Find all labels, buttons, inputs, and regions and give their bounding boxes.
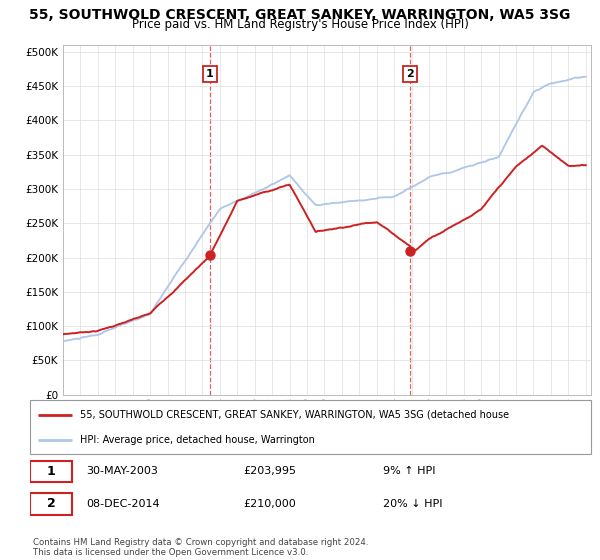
Text: 08-DEC-2014: 08-DEC-2014 [86, 499, 160, 509]
FancyBboxPatch shape [30, 493, 72, 515]
Text: 2: 2 [406, 69, 414, 78]
Text: 1: 1 [206, 69, 214, 78]
Text: HPI: Average price, detached house, Warrington: HPI: Average price, detached house, Warr… [80, 435, 316, 445]
FancyBboxPatch shape [30, 400, 591, 454]
Text: £210,000: £210,000 [243, 499, 296, 509]
Text: 55, SOUTHWOLD CRESCENT, GREAT SANKEY, WARRINGTON, WA5 3SG (detached house: 55, SOUTHWOLD CRESCENT, GREAT SANKEY, WA… [80, 410, 509, 420]
Text: 9% ↑ HPI: 9% ↑ HPI [383, 466, 436, 477]
Text: 2: 2 [47, 497, 55, 511]
FancyBboxPatch shape [30, 461, 72, 482]
Text: £203,995: £203,995 [243, 466, 296, 477]
Text: Contains HM Land Registry data © Crown copyright and database right 2024.
This d: Contains HM Land Registry data © Crown c… [33, 538, 368, 557]
Text: 30-MAY-2003: 30-MAY-2003 [86, 466, 158, 477]
Text: 1: 1 [47, 465, 55, 478]
Text: Price paid vs. HM Land Registry's House Price Index (HPI): Price paid vs. HM Land Registry's House … [131, 18, 469, 31]
Text: 55, SOUTHWOLD CRESCENT, GREAT SANKEY, WARRINGTON, WA5 3SG: 55, SOUTHWOLD CRESCENT, GREAT SANKEY, WA… [29, 8, 571, 22]
Text: 20% ↓ HPI: 20% ↓ HPI [383, 499, 443, 509]
